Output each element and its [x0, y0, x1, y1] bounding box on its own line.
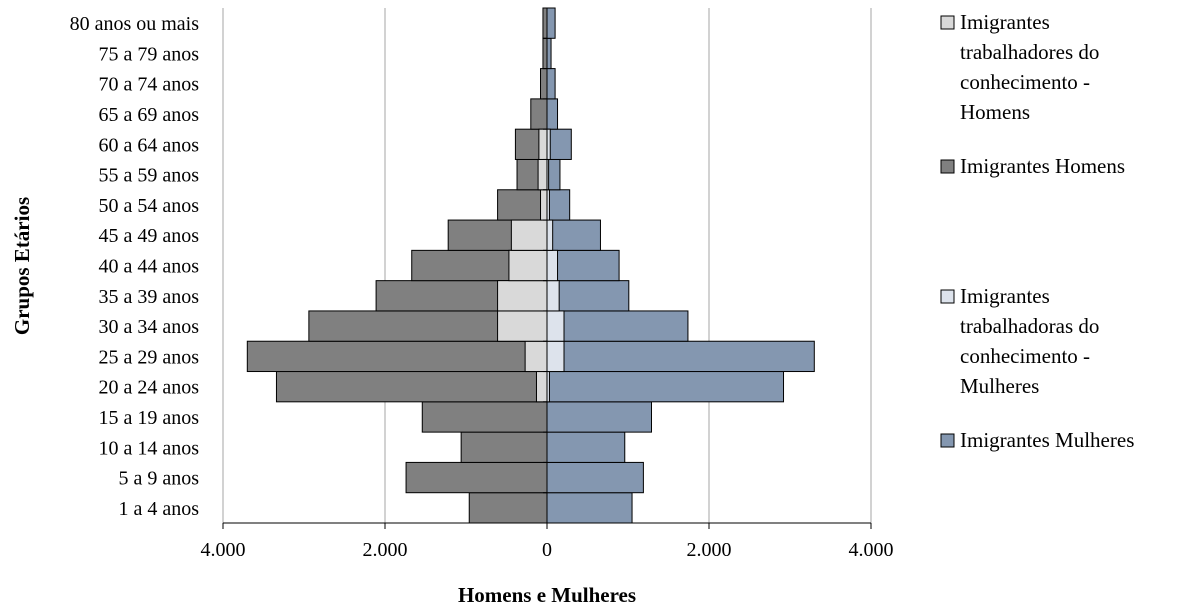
bar-imigrantes-trabalhadoras-do-conhecimento-mulheres [546, 310, 565, 342]
bar-imigrantes-mulheres [546, 98, 559, 130]
legend-label: conhecimento - [960, 344, 1090, 368]
x-tick-label: 2.000 [687, 539, 732, 561]
bar-imigrantes-homens [542, 37, 548, 70]
legend-label: trabalhadores do [960, 40, 1099, 64]
legend-label: conhecimento - [960, 70, 1090, 94]
bar-imigrantes-trabalhadoras-do-conhecimento-mulheres [546, 340, 565, 373]
y-tick-label: 30 a 34 anos [98, 316, 199, 338]
y-tick-label: 50 a 54 anos [98, 195, 199, 217]
bar-imigrantes-homens [275, 371, 548, 403]
bar-imigrantes-trabalhadores-do-conhecimento-homens [540, 189, 548, 221]
bar-imigrantes-mulheres [546, 189, 571, 221]
x-tick-label: 4.000 [849, 539, 894, 561]
y-tick-label: 20 a 24 anos [98, 377, 199, 399]
legend-label: Homens [960, 100, 1030, 124]
bar-imigrantes-mulheres [546, 249, 620, 282]
y-tick-label: 70 a 74 anos [98, 74, 199, 96]
y-tick-label: 80 anos ou mais [70, 13, 200, 35]
axes [222, 7, 872, 529]
bar-imigrantes-mulheres [546, 371, 785, 403]
bar-imigrantes-mulheres [546, 280, 630, 312]
legend-label: Imigrantes [960, 10, 1050, 34]
y-tick-label: 1 a 4 anos [118, 498, 199, 520]
bar-imigrantes-trabalhadores-do-conhecimento-homens [537, 158, 548, 191]
legend: Imigrantes trabalhadores do conhecimento -… [940, 10, 1134, 452]
bar-imigrantes-trabalhadores-do-conhecimento-homens [538, 128, 548, 160]
legend-label: trabalhadoras do [960, 314, 1099, 338]
bar-imigrantes-homens [460, 431, 548, 463]
bar-imigrantes-homens [530, 98, 548, 130]
bar-imigrantes-homens [246, 340, 548, 373]
y-tick-label: 55 a 59 anos [98, 165, 199, 187]
legend-swatch [940, 433, 955, 448]
bar-imigrantes-trabalhadores-do-conhecimento-homens [524, 340, 548, 373]
bar-imigrantes-trabalhadoras-do-conhecimento-mulheres [546, 219, 554, 251]
y-tick-label: 65 a 69 anos [98, 104, 199, 126]
x-tick-label: 2.000 [363, 539, 408, 561]
tick-labels: 1 a 4 anos 5 a 9 anos 10 a 14 anos 15 a 19 … [70, 13, 894, 561]
bars [246, 7, 815, 524]
bar-imigrantes-mulheres [546, 68, 556, 100]
legend-label: Imigrantes Mulheres [960, 428, 1134, 452]
bar-imigrantes-mulheres [546, 37, 552, 70]
bar-imigrantes-mulheres [546, 431, 626, 463]
bar-imigrantes-trabalhadores-do-conhecimento-homens [508, 249, 548, 282]
bar-imigrantes-homens [542, 7, 548, 39]
y-tick-label: 75 a 79 anos [98, 43, 199, 65]
legend-swatch [940, 159, 955, 174]
y-tick-label: 10 a 14 anos [98, 437, 199, 459]
bar-imigrantes-mulheres [546, 219, 601, 251]
bar-imigrantes-mulheres [546, 492, 633, 524]
bar-imigrantes-homens [540, 68, 548, 100]
bar-imigrantes-mulheres [546, 310, 689, 342]
bar-imigrantes-homens [405, 461, 548, 494]
x-tick-label: 0 [542, 539, 552, 561]
bar-imigrantes-mulheres [546, 340, 815, 373]
x-axis-title: Homens e Mulheres [458, 583, 636, 607]
bar-imigrantes-trabalhadoras-do-conhecimento-mulheres [546, 249, 559, 282]
bar-imigrantes-homens [468, 492, 548, 524]
bar-imigrantes-mulheres [546, 7, 556, 39]
gridlines [222, 8, 872, 523]
bar-imigrantes-homens [497, 189, 548, 221]
legend-label: Mulheres [960, 374, 1039, 398]
bar-imigrantes-trabalhadores-do-conhecimento-homens [535, 371, 548, 403]
legend-swatch [940, 289, 955, 304]
y-tick-label: 35 a 39 anos [98, 286, 199, 308]
bar-imigrantes-trabalhadores-do-conhecimento-homens [510, 219, 548, 251]
y-tick-label: 40 a 44 anos [98, 256, 199, 278]
legend-label: Imigrantes Homens [960, 154, 1125, 178]
bar-imigrantes-trabalhadores-do-conhecimento-homens [497, 310, 548, 342]
bar-imigrantes-mulheres [546, 461, 644, 494]
legend-swatch [940, 15, 955, 30]
bar-imigrantes-mulheres [546, 401, 652, 433]
bar-imigrantes-trabalhadoras-do-conhecimento-mulheres [546, 280, 560, 312]
bar-imigrantes-homens [421, 401, 548, 433]
y-tick-label: 5 a 9 anos [118, 468, 199, 490]
legend-label: Imigrantes [960, 284, 1050, 308]
y-tick-label: 15 a 19 anos [98, 407, 199, 429]
x-tick-label: 4.000 [201, 539, 246, 561]
bar-imigrantes-trabalhadores-do-conhecimento-homens [497, 280, 548, 312]
y-axis-title: Grupos Etários [10, 197, 34, 335]
y-tick-label: 25 a 29 anos [98, 346, 199, 368]
y-tick-label: 60 a 64 anos [98, 134, 199, 156]
y-tick-label: 45 a 49 anos [98, 225, 199, 247]
